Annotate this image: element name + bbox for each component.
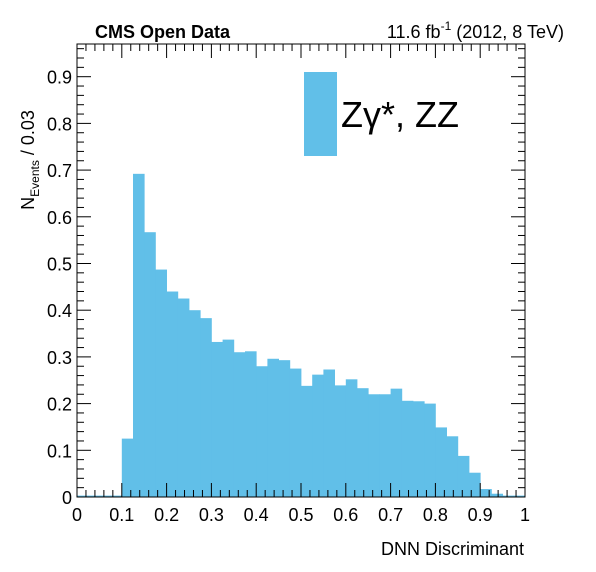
x-axis-title: DNN Discriminant <box>381 539 524 559</box>
histogram-bar <box>155 269 167 497</box>
histogram-bar <box>446 436 459 497</box>
y-tick-label: 0.7 <box>47 161 72 181</box>
y-tick-label: 0.2 <box>47 395 72 415</box>
histogram-bar <box>469 472 481 497</box>
y-tick-label: 0.5 <box>47 254 72 274</box>
y-tick-label: 0.4 <box>47 301 72 321</box>
histogram-bar <box>457 455 470 497</box>
y-tick-label: 0.8 <box>47 114 72 134</box>
y-tick-label: 0.6 <box>47 208 72 228</box>
x-tick-label: 0.3 <box>199 505 224 525</box>
y-axis-ticks: 0 0.1 0.2 0.3 0.4 0.5 0.6 0.7 0.8 0.9 <box>47 48 525 508</box>
legend: Zγ*, ZZ <box>304 72 459 156</box>
histogram-bar <box>289 368 302 497</box>
histogram-bar <box>177 298 190 497</box>
histogram-bar <box>278 360 291 497</box>
x-tick-label: 0.8 <box>423 505 448 525</box>
histogram-bar <box>245 351 257 497</box>
x-tick-label: 0.9 <box>468 505 493 525</box>
histogram-bars <box>77 173 526 498</box>
histogram-bar <box>435 427 447 497</box>
histogram-bar <box>502 495 515 497</box>
histogram-bar <box>110 495 123 497</box>
x-tick-label: 0.5 <box>288 505 313 525</box>
histogram-bar <box>357 388 369 497</box>
histogram-bar <box>233 352 246 497</box>
histogram-bar <box>121 438 134 497</box>
y-axis-title: NEvents / 0.03 <box>18 110 42 210</box>
histogram-bar <box>144 232 156 498</box>
histogram-bar <box>368 394 380 497</box>
histogram-bar <box>513 495 526 497</box>
histogram-bar <box>166 291 179 497</box>
histogram-bar <box>211 341 223 497</box>
histogram-bar <box>491 493 503 497</box>
histogram-bar <box>189 310 201 497</box>
x-axis-ticks: 0 0.1 0.2 0.3 0.4 0.5 0.6 0.7 0.8 0.9 1 <box>72 44 530 525</box>
histogram-bar <box>256 366 268 497</box>
histogram-bar <box>379 394 391 497</box>
luminosity-label: 11.6 fb-1 (2012, 8 TeV) <box>387 19 564 42</box>
legend-swatch <box>304 72 337 156</box>
histogram-bar <box>334 385 347 497</box>
y-tick-label: 0 <box>62 488 72 508</box>
histogram-bar <box>401 400 414 497</box>
y-tick-label: 0.3 <box>47 348 72 368</box>
histogram-bar <box>312 374 324 497</box>
experiment-label: CMS Open Data <box>95 22 231 42</box>
x-tick-label: 0.7 <box>378 505 403 525</box>
histogram-bar <box>390 388 403 497</box>
x-tick-label: 1 <box>520 505 530 525</box>
histogram-bar <box>99 495 111 497</box>
x-tick-label: 0.2 <box>154 505 179 525</box>
histogram-bar <box>133 173 145 498</box>
legend-label: Zγ*, ZZ <box>341 94 459 135</box>
y-tick-label: 0.9 <box>47 68 72 88</box>
histogram-bar <box>222 339 235 497</box>
histogram-bar <box>301 385 313 497</box>
x-tick-label: 0.1 <box>109 505 134 525</box>
histogram-bar <box>267 358 279 497</box>
histogram-bar <box>413 401 425 497</box>
histogram-bar <box>480 489 492 497</box>
x-tick-label: 0.4 <box>244 505 269 525</box>
y-tick-label: 0.1 <box>47 441 72 461</box>
histogram-bar <box>323 369 335 497</box>
histogram-bar <box>200 318 212 497</box>
x-tick-label: 0.6 <box>333 505 358 525</box>
histogram-bar <box>88 495 100 497</box>
x-tick-label: 0 <box>72 505 82 525</box>
histogram-bar <box>77 495 89 497</box>
histogram-bar <box>345 379 358 497</box>
histogram-bar <box>424 403 436 497</box>
